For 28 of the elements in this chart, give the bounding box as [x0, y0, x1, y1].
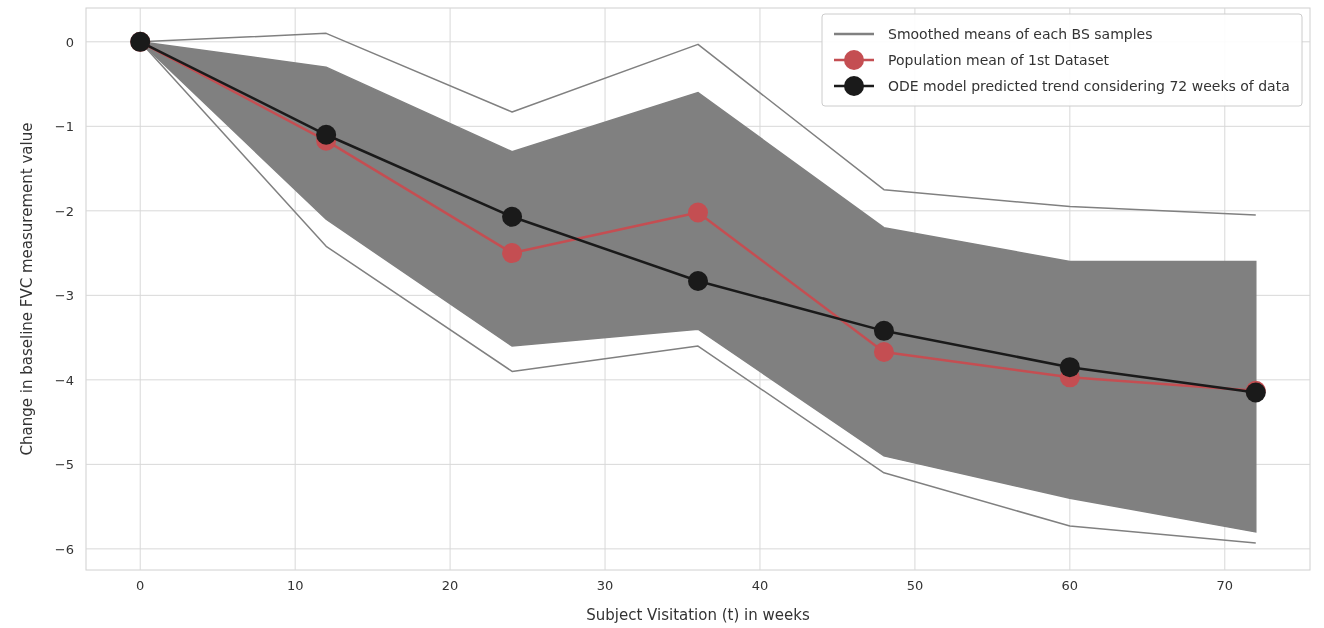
x-tick-label: 70 — [1216, 578, 1234, 593]
legend-label: ODE model predicted trend considering 72 weeks of data — [888, 78, 1290, 94]
legend-label: Smoothed means of each BS samples — [888, 26, 1153, 42]
y-tick-label: −1 — [54, 119, 74, 135]
point — [316, 124, 337, 145]
x-axis-title: Subject Visitation (t) in weeks — [586, 606, 810, 624]
y-axis-title: Change in baseline FVC measurement value — [18, 122, 36, 456]
x-tick-label: 50 — [906, 578, 924, 593]
x-tick-label: 10 — [286, 578, 304, 593]
x-tick-label: 30 — [596, 578, 614, 593]
point — [502, 206, 523, 227]
point — [873, 341, 894, 362]
point — [1059, 357, 1080, 378]
point — [502, 243, 523, 264]
y-tick-label: −2 — [54, 203, 74, 219]
y-tick-label: 0 — [65, 34, 74, 50]
y-tick-label: −4 — [54, 372, 74, 388]
x-tick-label: 0 — [136, 578, 145, 593]
point — [688, 202, 708, 223]
x-tick-label: 40 — [751, 578, 769, 593]
legend-label: Population mean of 1st Dataset — [888, 52, 1110, 68]
point — [688, 270, 708, 291]
y-tick-label: −6 — [54, 541, 74, 557]
x-tick-label: 20 — [441, 578, 459, 593]
x-tick-label: 60 — [1061, 578, 1079, 593]
y-tick-label: −5 — [54, 457, 74, 473]
point — [873, 320, 894, 341]
y-tick-label: −3 — [54, 288, 74, 304]
